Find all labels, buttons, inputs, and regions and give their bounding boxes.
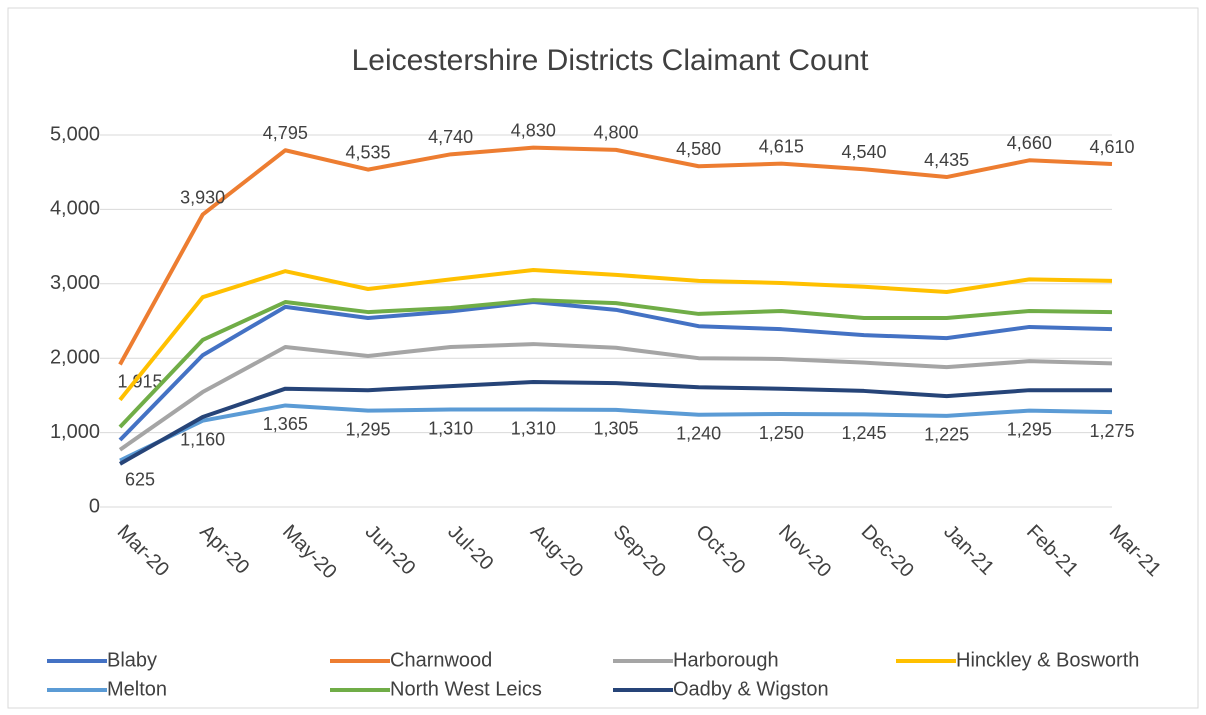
data-label: 1,310 — [428, 418, 473, 438]
data-label: 4,795 — [263, 123, 308, 143]
data-label: 1,160 — [180, 429, 225, 449]
legend-label: Melton — [107, 678, 167, 700]
data-label: 625 — [125, 469, 155, 489]
data-label: 3,930 — [180, 187, 225, 207]
data-label: 1,305 — [593, 419, 638, 439]
data-label: 1,225 — [924, 425, 969, 445]
data-label: 4,740 — [428, 127, 473, 147]
data-label: 4,580 — [676, 139, 721, 159]
y-tick-label: 2,000 — [50, 346, 100, 368]
data-label: 4,660 — [1007, 133, 1052, 153]
y-tick-label: 3,000 — [50, 272, 100, 294]
legend-label: Charnwood — [390, 649, 492, 671]
data-label: 4,610 — [1089, 137, 1134, 157]
data-label: 1,295 — [345, 419, 390, 439]
series-line — [119, 380, 1112, 466]
data-label: 1,295 — [1007, 419, 1052, 439]
legend-label: North West Leics — [390, 678, 542, 700]
data-label: 4,535 — [345, 142, 390, 162]
y-tick-label: 0 — [89, 495, 100, 517]
data-label: 4,540 — [841, 142, 886, 162]
legend-label: Oadby & Wigston — [673, 678, 829, 700]
data-label: 1,365 — [263, 414, 308, 434]
data-label: 1,310 — [511, 418, 556, 438]
legend-label: Harborough — [673, 649, 779, 671]
data-label: 4,800 — [593, 123, 638, 143]
data-label: 4,830 — [511, 120, 556, 140]
data-label: 4,615 — [759, 136, 804, 156]
series-line — [118, 145, 1113, 366]
y-tick-label: 5,000 — [50, 123, 100, 145]
chart-title: Leicestershire Districts Claimant Count — [352, 44, 870, 77]
series-line — [118, 300, 1113, 442]
data-label: 1,240 — [676, 423, 721, 443]
legend-label: Blaby — [107, 649, 157, 671]
data-label: 4,435 — [924, 150, 969, 170]
series-line — [118, 298, 1113, 429]
y-tick-label: 1,000 — [50, 421, 100, 443]
data-label: 1,245 — [841, 423, 886, 443]
series-line — [118, 342, 1113, 452]
data-label: 1,250 — [759, 423, 804, 443]
series-line — [118, 268, 1113, 402]
y-tick-label: 4,000 — [50, 198, 100, 220]
data-label: 1,275 — [1089, 421, 1134, 441]
legend-label: Hinckley & Bosworth — [956, 649, 1139, 671]
series-line — [119, 403, 1113, 463]
